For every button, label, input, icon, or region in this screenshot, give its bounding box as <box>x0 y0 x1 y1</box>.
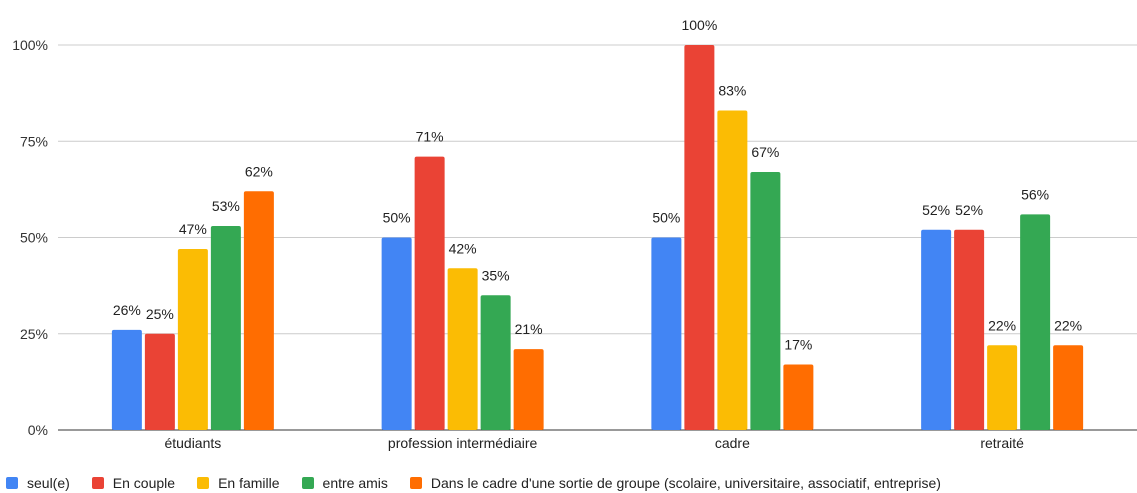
legend: seul(e) En couple En famille entre amis Dans… <box>6 474 963 492</box>
legend-item: entre amis <box>301 475 388 491</box>
legend-label: En couple <box>112 475 176 491</box>
data-label: 100% <box>681 17 717 33</box>
bar <box>1020 214 1051 430</box>
bar <box>210 225 241 430</box>
legend-swatch <box>6 477 18 489</box>
data-label: 50% <box>383 210 411 226</box>
legend-swatch <box>301 477 314 489</box>
legend-label: entre amis <box>322 475 388 491</box>
data-label: 22% <box>1054 317 1082 333</box>
y-tick-label: 0% <box>28 422 48 438</box>
bar <box>987 345 1018 430</box>
y-tick-label: 100% <box>12 37 48 53</box>
data-label: 17% <box>784 337 812 353</box>
legend-swatch <box>197 477 210 489</box>
legend-swatch <box>91 477 104 489</box>
legend-label: seul(e) <box>27 475 70 491</box>
x-category-label: retraité <box>980 435 1024 451</box>
y-tick-label: 25% <box>20 326 48 342</box>
data-label: 26% <box>113 302 141 318</box>
bar <box>414 156 445 430</box>
legend-item: En famille <box>197 475 280 491</box>
data-label: 67% <box>751 144 779 160</box>
bar <box>921 229 952 430</box>
bar <box>447 268 478 430</box>
data-label: 35% <box>482 267 510 283</box>
bar <box>513 349 544 430</box>
data-label: 21% <box>515 321 543 337</box>
data-label: 71% <box>416 129 444 145</box>
legend-item: Dans le cadre d'une sortie de groupe (sc… <box>409 475 941 491</box>
bar <box>111 329 142 430</box>
bar <box>684 45 715 430</box>
legend-label: Dans le cadre d'une sortie de groupe (sc… <box>430 475 941 491</box>
bar <box>480 295 511 430</box>
data-label: 56% <box>1021 186 1049 202</box>
data-label: 42% <box>449 240 477 256</box>
bar <box>651 237 682 430</box>
bar <box>177 249 208 430</box>
data-label: 52% <box>955 202 983 218</box>
data-label: 47% <box>179 221 207 237</box>
bar <box>783 364 814 430</box>
bar-chart: 0% 25% 50% 75% 100% 26% 25% 47% 53% 62% étudiants 5… <box>12 17 1137 451</box>
x-category-label: profession intermédiaire <box>388 435 538 451</box>
x-category-label: cadre <box>715 435 750 451</box>
legend-label: En famille <box>218 475 280 491</box>
bar <box>750 172 781 431</box>
legend-item: seul(e) <box>6 475 70 491</box>
bar <box>381 237 412 430</box>
data-label: 22% <box>988 317 1016 333</box>
data-label: 50% <box>652 210 680 226</box>
legend-swatch <box>409 477 422 489</box>
bar <box>243 191 274 430</box>
data-label: 83% <box>718 82 746 98</box>
y-tick-label: 75% <box>20 133 48 149</box>
data-label: 62% <box>245 163 273 179</box>
bar <box>1053 345 1084 430</box>
bar <box>717 110 748 430</box>
y-tick-label: 50% <box>20 230 48 246</box>
data-label: 25% <box>146 306 174 322</box>
legend-item: En couple <box>91 475 176 491</box>
x-category-label: étudiants <box>164 435 221 451</box>
data-label: 53% <box>212 198 240 214</box>
bar <box>144 333 175 430</box>
data-label: 52% <box>922 202 950 218</box>
bar <box>954 229 985 430</box>
